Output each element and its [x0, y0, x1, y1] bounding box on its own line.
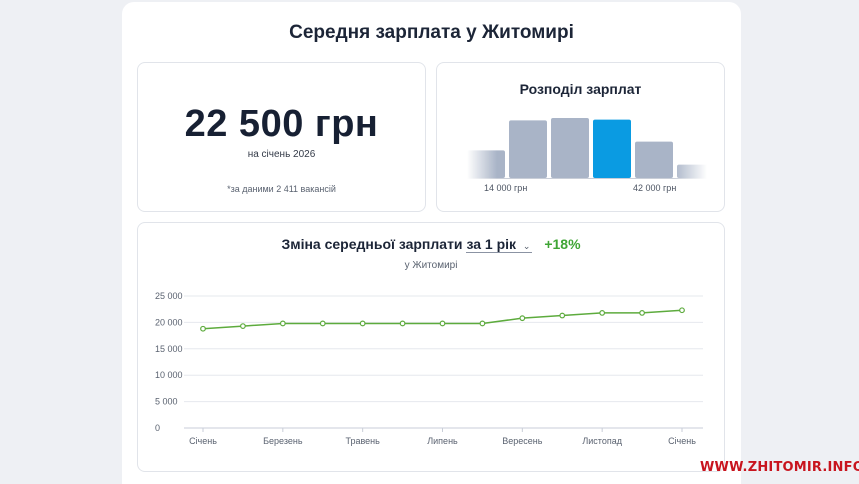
data-point[interactable]: [279, 320, 286, 327]
average-salary-value: 22 500 грн: [184, 103, 379, 145]
x-tick-label: Липень: [427, 436, 458, 446]
histogram-bar: [551, 118, 589, 178]
x-tick-label: Січень: [668, 436, 696, 446]
data-point[interactable]: [399, 320, 406, 327]
y-tick-label: 25 000: [155, 291, 183, 301]
data-point[interactable]: [240, 323, 246, 329]
y-tick-label: 10 000: [155, 370, 183, 380]
dashboard-panel: Середня зарплата у Житомирі 22 500 грн н…: [122, 2, 741, 484]
data-point[interactable]: [519, 315, 526, 322]
y-tick-label: 15 000: [155, 344, 183, 354]
salary-distribution-card: Розподіл зарплат 14 000 грн 42 000 грн: [436, 62, 725, 212]
period-select[interactable]: за 1 рік ⌄: [466, 236, 533, 253]
data-point[interactable]: [639, 309, 645, 316]
data-point[interactable]: [359, 320, 366, 327]
y-tick-label: 20 000: [155, 317, 183, 327]
x-tick-label: Березень: [263, 436, 303, 446]
histogram-bar: [509, 120, 547, 178]
salary-date: на січень 2026: [247, 149, 316, 160]
data-point[interactable]: [559, 312, 566, 319]
data-point[interactable]: [679, 307, 685, 314]
trend-title: Зміна середньої зарплати за 1 рік ⌄ +18%: [138, 236, 724, 253]
data-point[interactable]: [200, 325, 206, 332]
x-tick-label: Вересень: [502, 436, 542, 446]
period-select-value: за 1 рік: [466, 236, 517, 252]
distribution-min-label: 14 000 грн: [484, 183, 528, 193]
distribution-title: Розподіл зарплат: [519, 81, 642, 97]
distribution-max-label: 42 000 грн: [633, 183, 677, 193]
histogram-bar: [635, 141, 673, 178]
x-tick-label: Січень: [189, 436, 217, 446]
data-point[interactable]: [439, 320, 446, 327]
y-tick-label: 5 000: [155, 397, 178, 407]
growth-badge: +18%: [544, 236, 581, 252]
trend-title-text: Зміна середньої зарплати: [281, 236, 463, 252]
x-tick-label: Листопад: [582, 436, 622, 446]
y-tick-label: 0: [155, 423, 160, 433]
data-point[interactable]: [479, 320, 486, 327]
distribution-histogram: [467, 118, 707, 179]
site-watermark: WWW.ZHITOMIR.INFO: [700, 460, 859, 475]
page-title: Середня зарплата у Житомирі: [289, 22, 574, 43]
histogram-bar: [593, 119, 631, 178]
data-point[interactable]: [319, 320, 326, 327]
salary-line-chart: 0 5 000 10 000 15 000 20 000 25 000 Січень Бере…: [155, 291, 703, 446]
data-point[interactable]: [599, 309, 606, 316]
salary-trend-card: Зміна середньої зарплати за 1 рік ⌄ +18%…: [137, 222, 725, 472]
x-tick-label: Травень: [345, 436, 380, 446]
chevron-down-icon: ⌄: [522, 241, 531, 251]
average-salary-card: 22 500 грн на січень 2026 *за даними 2 4…: [137, 62, 426, 212]
vacancies-note: *за даними 2 411 вакансій: [227, 184, 336, 194]
trend-subtitle: у Житомирі: [404, 260, 458, 271]
